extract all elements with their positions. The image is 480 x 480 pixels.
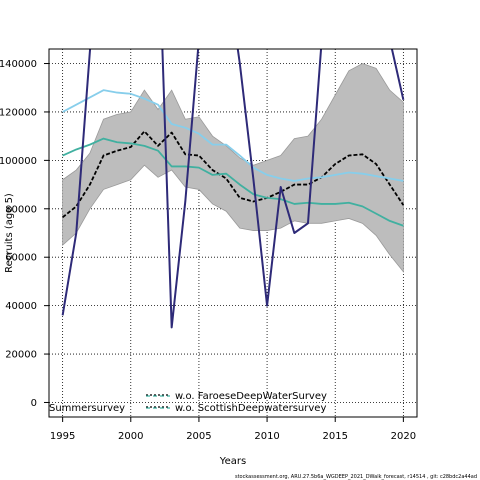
y-tick-label: 80000 [5, 204, 37, 215]
legend: Summersurvey w.o. FaroeseDeepWaterSurvey… [49, 391, 327, 414]
series-line-1 [62, 89, 404, 182]
y-tick-label: 40000 [5, 301, 37, 312]
plot-area [61, 49, 405, 329]
y-axis: 0 20000 40000 60000 80000 100000 120000 140000 [0, 59, 49, 409]
x-axis: 1995 2000 2005 2010 2015 2020 [50, 417, 416, 442]
y-tick-label: 140000 [0, 59, 37, 70]
x-tick-label: 1995 [50, 431, 75, 442]
x-tick-label: 2020 [391, 431, 416, 442]
series-line-2 [62, 137, 404, 227]
y-tick-label: 120000 [0, 107, 37, 118]
series-layer [61, 49, 405, 329]
y-tick-label: 100000 [0, 156, 37, 167]
y-axis-title: Recruits (age 5) [4, 193, 15, 273]
y-tick-label: 60000 [5, 253, 37, 264]
legend-entry-faroese: w.o. FaroeseDeepWaterSurvey [175, 391, 327, 402]
legend-entry-summersurvey: Summersurvey [49, 403, 125, 414]
x-tick-label: 2000 [118, 431, 143, 442]
x-axis-title: Years [219, 456, 246, 467]
y-tick-label: 20000 [5, 350, 37, 361]
legend-entry-scottish: w.o. ScottishDeepwatersurvey [175, 403, 326, 414]
y-tick-label: 0 [31, 398, 37, 409]
footer-note: stockassessment.org, ARU.27.5b6a_WGDEEP_… [235, 474, 477, 480]
x-tick-label: 2005 [186, 431, 211, 442]
x-tick-label: 2015 [322, 431, 347, 442]
x-tick-label: 2010 [254, 431, 279, 442]
plot-frame [48, 48, 418, 418]
series-line-0 [62, 130, 405, 218]
